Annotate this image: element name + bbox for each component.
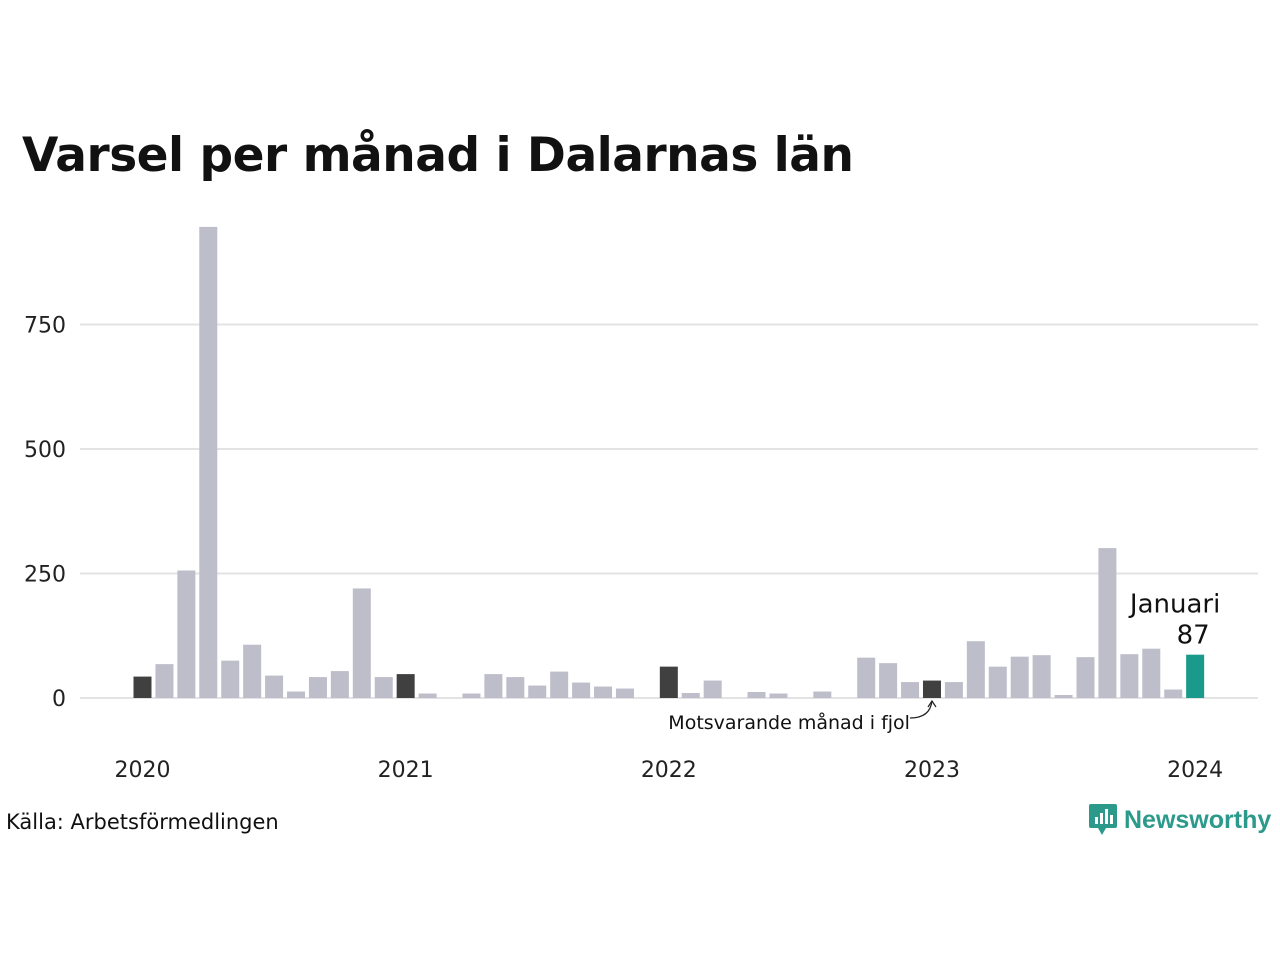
- bar-2021-09: [572, 682, 591, 698]
- brand-logo: Newsworthy: [1088, 802, 1271, 838]
- bar-2022-02: [681, 693, 700, 698]
- bar-2023-06: [1032, 655, 1051, 698]
- brand-name: Newsworthy: [1124, 805, 1272, 834]
- bar-2020-03: [177, 570, 196, 698]
- bar-2020-04: [199, 226, 218, 698]
- bar-2021-11: [615, 688, 634, 698]
- y-tick-label: 250: [24, 563, 66, 588]
- bar-2020-07: [265, 675, 284, 698]
- bar-2021-05: [484, 674, 503, 698]
- bar-2022-01: [659, 666, 678, 698]
- bar-2022-11: [879, 663, 898, 698]
- bar-2023-05: [1010, 656, 1029, 698]
- current-month-label: Januari: [1128, 590, 1220, 620]
- bar-2020-12: [374, 677, 393, 698]
- current-month-value: 87: [1177, 621, 1210, 651]
- bar-2021-02: [418, 693, 437, 698]
- bar-2020-10: [330, 671, 349, 698]
- bar-2023-11: [1142, 648, 1161, 698]
- bar-2023-08: [1076, 657, 1095, 698]
- y-tick-label: 750: [24, 314, 66, 339]
- bar-2020-08: [287, 691, 306, 698]
- bar-2022-12: [901, 682, 920, 698]
- bar-2023-04: [988, 666, 1007, 698]
- bar-2022-10: [857, 657, 876, 698]
- bar-2022-06: [769, 693, 788, 698]
- bar-2023-02: [944, 682, 963, 698]
- bar-2020-05: [221, 660, 240, 698]
- bar-2022-05: [747, 692, 766, 698]
- bar-2023-03: [966, 641, 985, 698]
- bar-2020-06: [243, 644, 262, 698]
- x-tick-label: 2020: [115, 758, 171, 783]
- x-tick-label: 2021: [378, 758, 434, 783]
- bar-2021-10: [594, 686, 613, 698]
- bar-2020-11: [352, 588, 371, 698]
- previous-year-arrow: [909, 700, 933, 719]
- bar-2021-06: [506, 677, 525, 698]
- previous-year-note: Motsvarande månad i fjol: [668, 711, 910, 734]
- x-tick-label: 2024: [1167, 758, 1223, 783]
- bar-2020-01: [133, 676, 152, 698]
- bar-2021-04: [462, 693, 481, 698]
- bar-2022-08: [813, 691, 832, 698]
- x-axis-ticks: 2020 2021 2022 2023 2024: [115, 758, 1224, 783]
- bar-2023-09: [1098, 548, 1117, 698]
- bar-2020-09: [308, 677, 327, 698]
- x-tick-label: 2023: [904, 758, 960, 783]
- bar-2023-07: [1054, 695, 1073, 698]
- bar-2023-01: [922, 680, 941, 698]
- bars: [133, 226, 1205, 698]
- y-tick-label: 500: [24, 438, 66, 463]
- bar-2020-02: [155, 664, 174, 698]
- source-note: Källa: Arbetsförmedlingen: [6, 810, 279, 834]
- y-axis-ticks: 0 250 500 750: [24, 314, 66, 713]
- bar-2021-07: [528, 685, 547, 698]
- bar-2024-01: [1186, 654, 1205, 698]
- previous-year-arrowhead: [927, 699, 937, 708]
- bar-2023-12: [1164, 689, 1183, 698]
- newsworthy-logo-icon: [1089, 804, 1117, 835]
- bar-2023-10: [1120, 654, 1139, 698]
- annotations: Januari 87 Motsvarande månad i fjol: [668, 590, 1220, 734]
- y-tick-label: 0: [52, 687, 66, 712]
- bar-2022-03: [703, 680, 722, 698]
- bar-2021-01: [396, 674, 415, 698]
- x-tick-label: 2022: [641, 758, 697, 783]
- bar-2021-08: [550, 671, 569, 698]
- chart-title: Varsel per månad i Dalarnas län: [22, 128, 854, 183]
- grid-lines: [80, 323, 1258, 699]
